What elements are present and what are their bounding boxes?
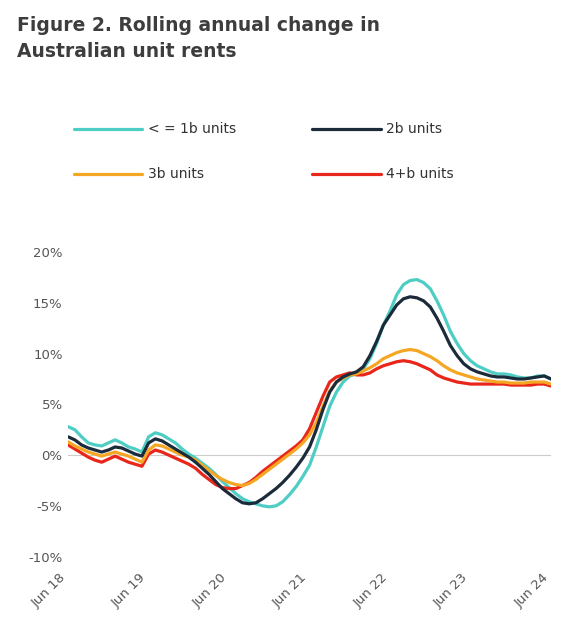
Text: Figure 2. Rolling annual change in: Figure 2. Rolling annual change in [17, 16, 380, 35]
Text: < = 1b units: < = 1b units [148, 122, 236, 136]
Text: 3b units: 3b units [148, 167, 204, 181]
Text: 2b units: 2b units [386, 122, 442, 136]
Text: 4+b units: 4+b units [386, 167, 454, 181]
Text: Australian unit rents: Australian unit rents [17, 42, 236, 61]
